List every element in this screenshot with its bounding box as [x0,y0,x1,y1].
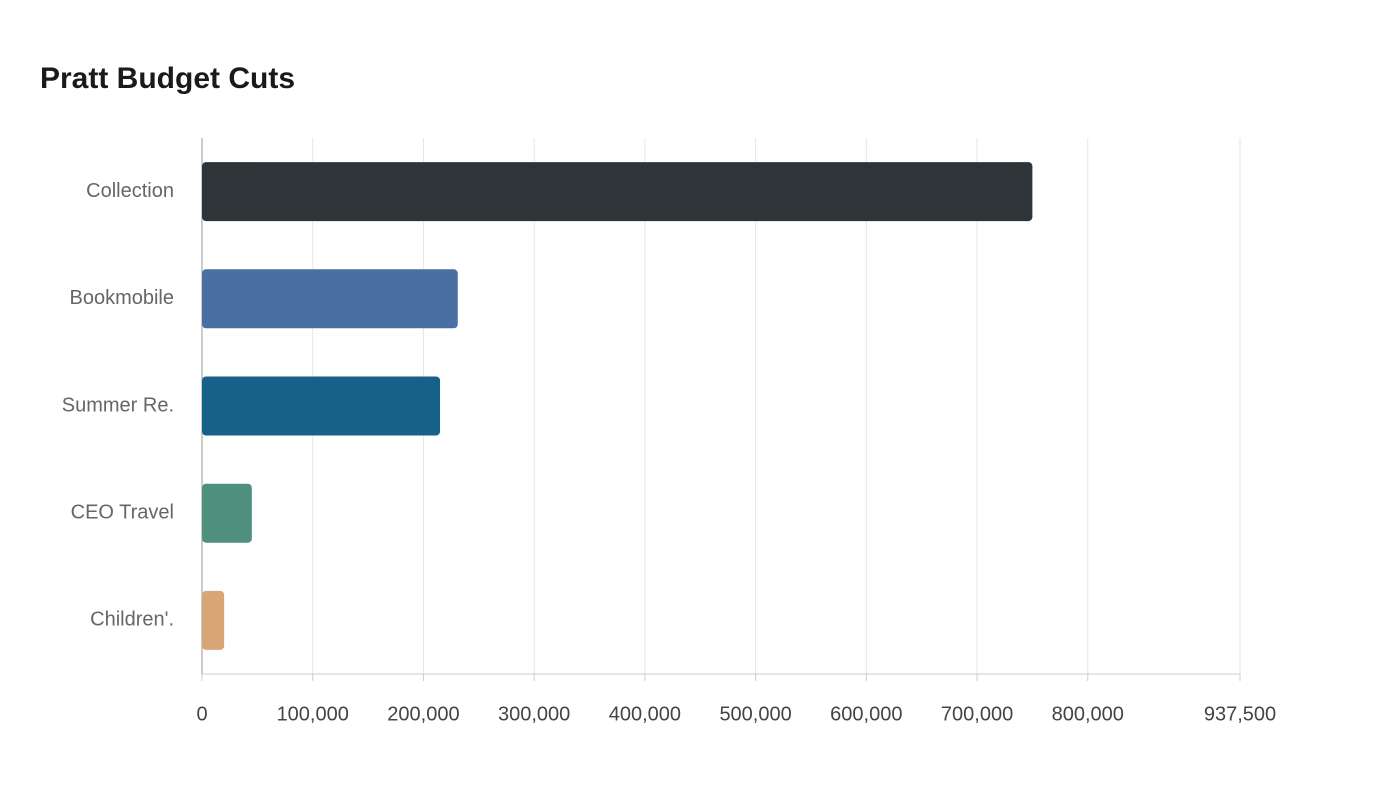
x-tick-label: 300,000 [498,703,570,725]
y-tick-label: CEO Travel [71,501,174,523]
bar [202,483,252,543]
x-tick-label: 200,000 [387,703,459,725]
y-tick-label: Collection [86,180,174,202]
y-tick-label: Bookmobile [69,287,174,309]
x-tick-label: 937,500 [1204,703,1276,725]
x-tick-label: 700,000 [941,703,1013,725]
y-tick-label: Children'. [90,609,174,631]
x-tick-label: 0 [196,703,207,725]
chart-title: Pratt Budget Cuts [40,62,295,95]
bar [202,162,1033,222]
bar [202,590,225,650]
x-tick-label: 400,000 [609,703,681,725]
y-tick-label: Summer Re. [62,394,174,416]
x-tick-label: 100,000 [277,703,349,725]
bar [202,376,441,436]
x-tick-label: 500,000 [719,703,791,725]
bar [202,269,458,329]
x-tick-label: 800,000 [1052,703,1124,725]
x-tick-label: 600,000 [830,703,902,725]
